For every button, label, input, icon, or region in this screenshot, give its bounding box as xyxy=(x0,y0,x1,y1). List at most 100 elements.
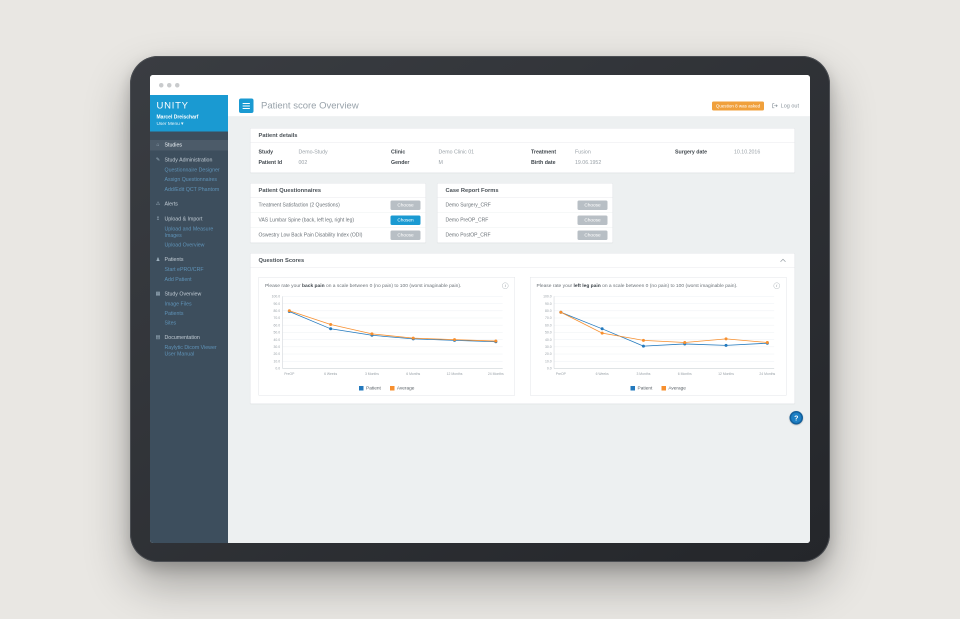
sidebar-item-label: Start ePRO/CRF xyxy=(164,266,204,273)
legend-label: Average xyxy=(668,385,686,391)
pencil-icon: ✎ xyxy=(155,157,161,163)
chart-holder: 0.0 10.0 20.0 30.0 40.0 50.0 60.0 70.0 80.0 90.0 1… xyxy=(537,291,781,384)
chart-title-emphasis: back pain xyxy=(302,283,325,289)
chart-title: Please rate your back pain on a scale be… xyxy=(265,283,498,290)
list-item-label: VAS Lumbar Spine (back, left leg, right … xyxy=(258,217,355,224)
sidebar-item-upload-and-measure-images[interactable]: Upload and Measure Images xyxy=(150,224,228,240)
choose-button[interactable]: Choose xyxy=(390,200,421,210)
sidebar-item-patients[interactable]: Patients xyxy=(150,309,228,319)
tablet-frame: UNITY Marcel Dreischarf User Menu ▾ ⌂ Stu… xyxy=(130,56,830,562)
sidebar-item-study-overview[interactable]: ▦ Study Overview xyxy=(150,289,228,300)
svg-text:6 Weeks: 6 Weeks xyxy=(596,372,609,376)
legend-item: Average xyxy=(661,385,686,391)
choose-button[interactable]: Choose xyxy=(390,230,421,240)
patient-details-card: Patient details Study Demo-Study Clinic Dem… xyxy=(250,128,795,173)
chart-title-prefix: Please rate your xyxy=(536,283,574,289)
legend-swatch xyxy=(661,385,666,391)
svg-text:60.0: 60.0 xyxy=(273,323,280,327)
sidebar-item-label: Questionnaire Designer xyxy=(164,167,220,174)
chosen-button[interactable]: Chosen xyxy=(390,215,421,225)
sidebar-item-upload-import[interactable]: ↥ Upload & Import xyxy=(150,214,228,225)
window-dot[interactable] xyxy=(175,82,180,88)
logout-button[interactable]: Log out xyxy=(772,103,799,110)
sidebar-item-add-edit-qct-phantom[interactable]: Add/Edit QCT Phantom xyxy=(150,185,228,195)
field-label: Study xyxy=(258,149,274,155)
sidebar-item-label: Study Overview xyxy=(164,290,202,297)
page-title: Patient score Overview xyxy=(261,100,359,111)
svg-text:70.0: 70.0 xyxy=(273,316,280,320)
notification-badge[interactable]: Question 8 was asked xyxy=(711,101,765,111)
sidebar-item-assign-questionnaires[interactable]: Assign Questionnaires xyxy=(150,175,228,185)
list-item-label: Demo PostOP_CRF xyxy=(445,232,491,239)
chart-title-row: Please rate your left leg pain on a scal… xyxy=(537,282,780,290)
chart-title-suffix: on a scale between 0 (no pain) to 100 (w… xyxy=(600,283,738,289)
sidebar: UNITY Marcel Dreischarf User Menu ▾ ⌂ Stu… xyxy=(150,95,228,543)
app-window: UNITY Marcel Dreischarf User Menu ▾ ⌂ Stu… xyxy=(150,75,810,543)
list-item: VAS Lumbar Spine (back, left leg, right … xyxy=(250,213,426,228)
users-icon: ♟ xyxy=(155,256,161,263)
chart-icon: ▦ xyxy=(155,290,161,297)
sidebar-item-documentation[interactable]: ▤ Documentation xyxy=(150,333,228,344)
top-bar-right: Question 8 was asked Log out xyxy=(711,101,799,111)
sidebar-item-questionnaire-designer[interactable]: Questionnaire Designer xyxy=(150,166,228,176)
svg-text:12 Months: 12 Months xyxy=(718,372,734,376)
sidebar-item-studies[interactable]: ⌂ Studies xyxy=(150,140,228,151)
question-scores-header: Question Scores xyxy=(250,254,795,268)
chart-title-suffix: on a scale between 0 (no pain) to 100 (w… xyxy=(324,283,462,289)
sidebar-item-label: Add Patient xyxy=(164,276,192,283)
field-label: Treatment xyxy=(531,149,557,155)
sidebar-item-sites[interactable]: Sites xyxy=(150,319,228,329)
sidebar-menu: ⌂ Studies ✎ Study Administration Questionnai… xyxy=(150,132,228,360)
legend-swatch xyxy=(389,385,395,391)
app-logo: UNITY xyxy=(156,100,189,112)
sidebar-item-image-files[interactable]: Image Files xyxy=(150,299,228,309)
question-scores-title: Question Scores xyxy=(258,257,305,264)
legend-item: Average xyxy=(389,385,414,391)
svg-text:100.0: 100.0 xyxy=(543,294,552,298)
menu-toggle-button[interactable] xyxy=(239,98,254,113)
user-name: Marcel Dreischarf xyxy=(156,114,199,121)
help-button[interactable]: ? xyxy=(789,411,803,425)
patient-questionnaires-card: Patient Questionnaires Treatment Satisfa… xyxy=(250,183,426,243)
sidebar-item-start-epro-crf[interactable]: Start ePRO/CRF xyxy=(150,265,228,275)
user-menu-toggle[interactable]: User Menu ▾ xyxy=(156,121,184,127)
sidebar-item-study-administration[interactable]: ✎ Study Administration xyxy=(150,155,228,166)
sidebar-item-label: Documentation xyxy=(164,334,200,341)
svg-text:0.0: 0.0 xyxy=(547,367,552,371)
window-dot[interactable] xyxy=(167,82,172,88)
patient-questionnaires-title: Patient Questionnaires xyxy=(250,184,426,198)
sidebar-item-raylytic-dicom-viewer-user-manual[interactable]: Raylytic Dicom Viewer User Manual xyxy=(150,343,228,359)
info-icon[interactable]: i xyxy=(773,282,780,289)
collapse-chevron-icon[interactable] xyxy=(780,258,787,263)
window-dot[interactable] xyxy=(159,82,164,88)
svg-text:50.0: 50.0 xyxy=(273,330,280,334)
chart-title: Please rate your left leg pain on a scal… xyxy=(537,283,770,290)
sidebar-item-add-patient[interactable]: Add Patient xyxy=(150,275,228,285)
field-value: 10.10.2016 xyxy=(734,149,761,155)
svg-text:12 Months: 12 Months xyxy=(447,372,463,376)
svg-text:PreOP: PreOP xyxy=(284,372,295,376)
choose-button[interactable]: Choose xyxy=(577,200,608,210)
choose-button[interactable]: Choose xyxy=(577,215,608,225)
info-icon[interactable]: i xyxy=(502,282,509,289)
page-content: Patient details Study Demo-Study Clinic Dem… xyxy=(228,117,810,416)
main-area: Patient score Overview Question 8 was as… xyxy=(228,95,810,543)
svg-text:40.0: 40.0 xyxy=(273,338,280,342)
sidebar-item-alerts[interactable]: ⚠ Alerts xyxy=(150,199,228,210)
choose-button[interactable]: Choose xyxy=(577,230,608,240)
sidebar-item-patients[interactable]: ♟ Patients xyxy=(150,255,228,266)
list-item-label: Demo PreOP_CRF xyxy=(445,217,489,224)
case-report-forms-card: Case Report Forms Demo Surgery_CRF Choose… xyxy=(437,183,613,243)
list-item: Demo Surgery_CRF Choose xyxy=(437,198,613,213)
svg-text:30.0: 30.0 xyxy=(273,345,280,349)
svg-text:10.0: 10.0 xyxy=(545,359,552,363)
legend-swatch xyxy=(359,385,364,391)
list-item: Demo PostOP_CRF Choose xyxy=(438,228,613,243)
svg-text:PreOP: PreOP xyxy=(556,372,567,376)
sidebar-item-label: Image Files xyxy=(164,300,192,307)
legend-label: Patient xyxy=(366,385,381,391)
svg-text:80.0: 80.0 xyxy=(273,309,280,313)
sidebar-item-upload-overview[interactable]: Upload Overview xyxy=(150,241,228,251)
field-label: Patient Id xyxy=(258,159,283,166)
